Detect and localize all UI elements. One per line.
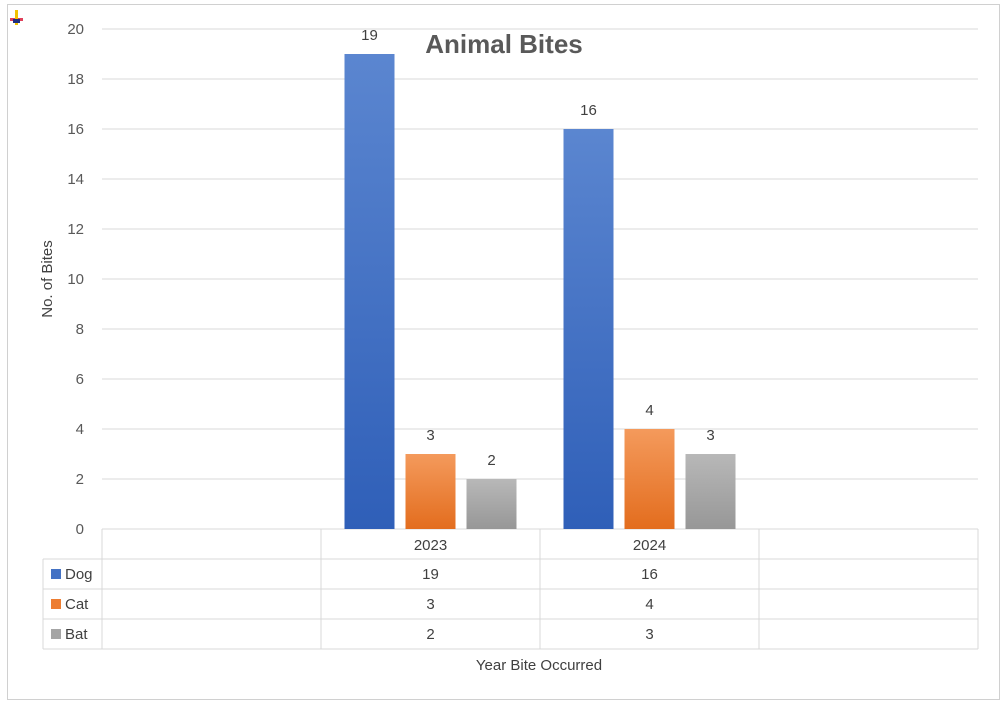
y-tick-label: 2 (76, 471, 84, 488)
bar-cat-2023 (405, 454, 456, 529)
legend-swatch-dog (51, 569, 61, 579)
y-tick-label: 12 (67, 221, 84, 238)
y-tick-label: 18 (67, 71, 84, 88)
x-axis-title: Year Bite Occurred (476, 657, 602, 674)
y-tick-label: 4 (76, 421, 84, 438)
bar-bat-2024 (685, 454, 736, 529)
legend-swatch-bat (51, 629, 61, 639)
data-label: 3 (706, 427, 714, 444)
x-category-label: 2023 (414, 537, 447, 554)
chart-frame (7, 4, 1000, 700)
data-label: 16 (580, 102, 597, 119)
y-tick-label: 6 (76, 371, 84, 388)
legend-label-dog: Dog (65, 566, 93, 583)
y-axis-title: No. of Bites (39, 240, 56, 318)
legend-swatch-cat (51, 599, 61, 609)
y-tick-label: 8 (76, 321, 84, 338)
chart-title: Animal Bites (425, 29, 583, 59)
legend-label-cat: Cat (65, 596, 89, 613)
y-tick-label: 20 (67, 21, 84, 38)
x-category-label: 2024 (633, 537, 666, 554)
bar-dog-2023 (344, 54, 395, 529)
bars (344, 54, 736, 529)
y-tick-label: 16 (67, 121, 84, 138)
data-label: 19 (361, 27, 378, 44)
table-cell-value: 4 (645, 596, 653, 613)
y-tick-label: 14 (67, 171, 84, 188)
bar-cat-2024 (624, 429, 675, 529)
data-label: 4 (645, 402, 653, 419)
table-cell-value: 19 (422, 566, 439, 583)
labels: 0 2 4 6 8 10 12 14 16 18 20 19 3 2 16 4 3 (67, 21, 714, 538)
legend-label-bat: Bat (65, 626, 88, 643)
data-label: 2 (487, 452, 495, 469)
data-label: 3 (426, 427, 434, 444)
bar-bat-2023 (466, 479, 517, 529)
table-cell-value: 3 (645, 626, 653, 643)
table-cell-value: 3 (426, 596, 434, 613)
gridlines (102, 28, 978, 530)
y-tick-label: 10 (67, 271, 84, 288)
corner-marker-icon (10, 10, 23, 25)
table-cell-value: 16 (641, 566, 658, 583)
table-cell-value: 2 (426, 626, 434, 643)
data-table: 2023 2024 Dog 19 16 Cat 3 4 Bat 2 3 (42, 528, 979, 650)
bar-dog-2024 (563, 129, 614, 529)
y-tick-label: 0 (76, 521, 84, 538)
